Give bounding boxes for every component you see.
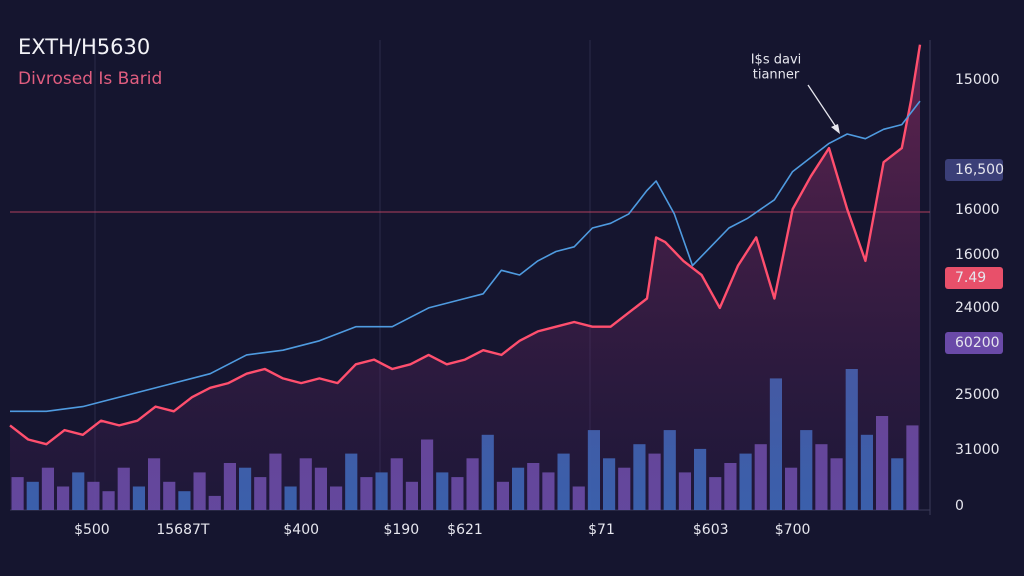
x-tick-label: 15687T — [156, 522, 210, 538]
chart-title: EXTH/H5630 — [18, 35, 150, 59]
side-label: 31000 — [955, 442, 1000, 458]
x-tick-label: $400 — [283, 522, 319, 538]
area — [10, 44, 920, 510]
price-line — [10, 100, 921, 413]
side-label: 0 — [955, 498, 964, 514]
x-tick-label: $500 — [74, 522, 110, 538]
side-label: 15000 — [955, 72, 1000, 88]
arrow-head — [831, 124, 840, 134]
x-tick-label: $621 — [447, 522, 483, 538]
side-label: 60200 — [955, 335, 1000, 351]
side-label: 16000 — [955, 247, 1000, 263]
x-tick-label: $603 — [693, 522, 729, 538]
x-tick-label: $71 — [588, 522, 615, 538]
annotation-arrow — [807, 84, 839, 131]
label-badge — [945, 267, 1003, 289]
side-label: 7.49 — [955, 270, 986, 286]
side-label: 24000 — [955, 300, 1000, 316]
annotation: I$s davi — [751, 53, 802, 68]
side-label: 16000 — [955, 202, 1000, 218]
label-badge — [945, 159, 1003, 181]
x-tick-label: $700 — [775, 522, 811, 538]
annotation: tianner — [753, 68, 800, 83]
price-line — [9, 44, 922, 446]
side-label: 25000 — [955, 387, 1000, 403]
x-tick-label: $190 — [383, 522, 419, 538]
label-badge — [945, 332, 1003, 354]
chart-subtitle: Divrosed Is Barid — [18, 69, 162, 89]
side-label: 16,500 — [955, 162, 1004, 178]
